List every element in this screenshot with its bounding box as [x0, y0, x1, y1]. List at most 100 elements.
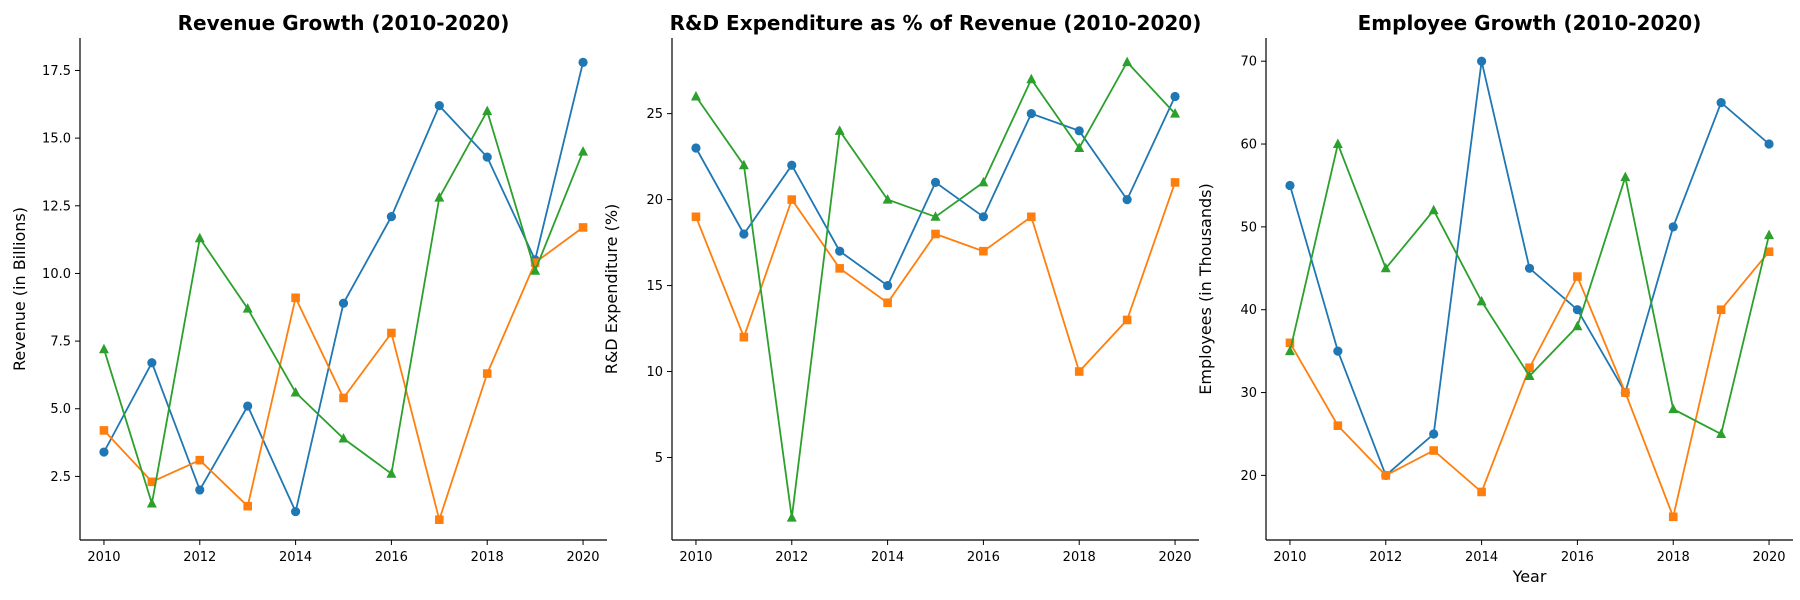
x-tick-label: 2020	[1158, 550, 1191, 565]
data-point	[338, 433, 349, 443]
data-point	[1122, 315, 1132, 325]
data-point	[1429, 446, 1438, 455]
data-point	[1524, 263, 1535, 273]
series-2	[691, 178, 1180, 376]
data-point	[1716, 98, 1726, 108]
x-tick-label: 2016	[375, 550, 408, 565]
data-point	[738, 159, 749, 170]
data-point	[787, 160, 797, 170]
data-point	[482, 369, 492, 378]
x-tick-label: 2012	[775, 550, 808, 565]
data-point	[1716, 428, 1727, 438]
data-point	[978, 176, 989, 187]
y-tick-label: 5	[655, 451, 663, 466]
data-point	[386, 468, 397, 478]
data-point	[435, 515, 444, 525]
x-tick-label: 2016	[1561, 550, 1594, 565]
y-tick-label: 20	[646, 193, 663, 208]
data-point	[1332, 138, 1343, 149]
data-point	[882, 280, 893, 291]
chart-title: Revenue Growth (2010-2020)	[178, 11, 510, 35]
series-1	[1285, 56, 1774, 480]
data-point	[387, 328, 396, 338]
data-point	[1333, 421, 1343, 430]
data-point	[386, 212, 397, 222]
y-axis-label: Revenue (in Billions)	[10, 207, 29, 371]
data-point	[1122, 56, 1133, 67]
data-point	[883, 298, 892, 308]
data-point	[930, 211, 941, 221]
data-point	[243, 401, 253, 411]
x-tick-label: 2018	[1657, 550, 1690, 565]
series-3	[690, 56, 1181, 522]
y-tick-label: 7.5	[50, 335, 71, 350]
data-point	[1074, 126, 1084, 136]
data-point	[979, 246, 988, 256]
x-tick-label: 2020	[566, 550, 599, 565]
x-tick-label: 2010	[679, 550, 712, 565]
data-point	[1476, 56, 1487, 66]
data-point	[1026, 109, 1036, 119]
x-axis-label: Year	[1512, 567, 1547, 586]
data-point	[194, 232, 205, 243]
series-line	[1289, 140, 1770, 436]
series-line	[695, 96, 1176, 287]
data-point	[1764, 229, 1775, 240]
series-line	[1289, 251, 1770, 520]
x-tick-label: 2010	[1273, 550, 1306, 565]
data-point	[578, 146, 589, 156]
data-point	[1284, 345, 1295, 356]
data-point	[482, 152, 492, 162]
data-point	[1285, 338, 1295, 348]
data-point	[1074, 142, 1085, 153]
y-tick-label: 15	[646, 279, 663, 294]
y-tick-label: 20	[1240, 469, 1257, 484]
data-point	[1380, 262, 1391, 273]
series-line	[103, 62, 584, 515]
data-point	[1477, 487, 1486, 497]
data-point	[691, 143, 701, 153]
x-tick-label: 2018	[471, 550, 504, 565]
data-point	[1668, 512, 1678, 522]
data-point	[739, 332, 749, 342]
y-tick-label: 10.0	[42, 267, 71, 282]
data-point	[578, 223, 588, 232]
series-2	[1285, 247, 1774, 522]
data-point	[1333, 346, 1343, 356]
data-point	[978, 212, 989, 222]
data-point	[1716, 305, 1726, 315]
data-point	[690, 90, 701, 101]
data-point	[739, 229, 749, 239]
data-point	[1026, 73, 1037, 84]
x-tick-label: 2012	[1369, 550, 1402, 565]
data-point	[835, 264, 844, 273]
data-point	[99, 447, 109, 457]
series-1	[691, 91, 1180, 291]
data-point	[787, 195, 797, 204]
data-point	[882, 194, 893, 204]
y-tick-label: 12.5	[42, 199, 71, 214]
data-point	[339, 393, 348, 403]
data-point	[1668, 403, 1679, 414]
data-point	[195, 455, 205, 465]
data-point	[530, 265, 541, 275]
data-point	[691, 212, 701, 222]
data-point	[434, 192, 445, 202]
series-3	[98, 105, 589, 508]
data-point	[195, 485, 205, 495]
y-axis-label: Employees (in Thousands)	[1196, 183, 1215, 394]
series-3	[1284, 138, 1775, 438]
chart-title: Employee Growth (2010-2020)	[1358, 11, 1702, 35]
chart-panel-3: Employee Growth (2010-2020) 20 30 40 50 60 70 2…	[1196, 11, 1793, 586]
series-2	[99, 223, 588, 525]
data-point	[1668, 222, 1678, 232]
data-point	[1429, 429, 1439, 439]
data-point	[1524, 370, 1535, 380]
series-1	[99, 57, 588, 517]
data-point	[98, 343, 109, 354]
data-point	[338, 298, 349, 308]
data-point	[835, 246, 845, 256]
x-tick-label: 2012	[183, 550, 216, 565]
y-axis-label: R&D Expenditure (%)	[602, 204, 621, 375]
